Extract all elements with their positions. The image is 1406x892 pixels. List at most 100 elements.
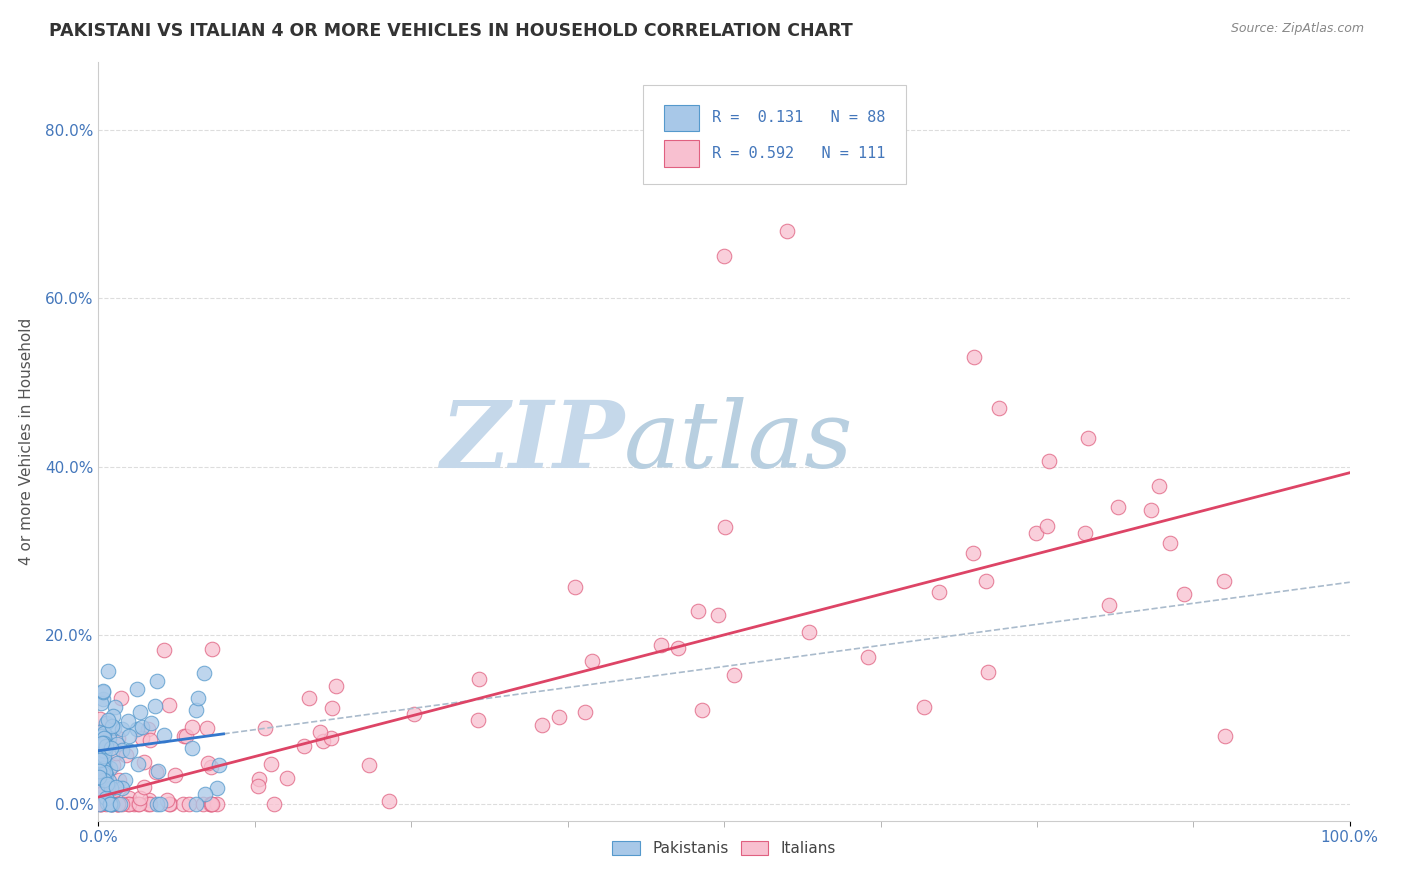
Point (90, 797, 112, 811)
Point (856, 650, 879, 665)
Point (87, 764, 110, 778)
Point (91, 692, 114, 706)
Point (176, 729, 198, 743)
Point (581, 654, 603, 668)
Point (100, 741, 122, 756)
Point (198, 797, 221, 811)
Point (104, 699, 127, 714)
Point (928, 585, 950, 599)
Point (101, 757, 124, 772)
Point (90, 787, 112, 801)
Point (321, 731, 343, 745)
Point (205, 780, 228, 795)
Point (548, 710, 571, 724)
Point (108, 797, 131, 811)
Point (136, 797, 159, 811)
Point (1213, 730, 1236, 744)
Point (311, 734, 333, 748)
Point (963, 351, 986, 365)
Point (127, 797, 149, 811)
Point (94, 734, 117, 748)
Point (97, 784, 120, 798)
Point (93, 770, 115, 784)
Point (118, 790, 141, 805)
Point (96, 715, 118, 730)
Point (131, 731, 153, 746)
Point (143, 698, 166, 713)
Point (101, 709, 124, 723)
Point (103, 785, 125, 799)
Point (1159, 536, 1181, 550)
Point (104, 746, 127, 760)
Point (89, 797, 111, 811)
Point (101, 797, 124, 811)
Point (148, 764, 170, 778)
Point (690, 703, 713, 717)
Point (90, 729, 112, 743)
Point (108, 772, 131, 787)
Point (89, 770, 111, 784)
Point (194, 787, 217, 801)
Point (107, 731, 129, 746)
Point (321, 700, 343, 714)
Point (91, 685, 114, 699)
Point (132, 756, 155, 770)
Point (90, 757, 112, 772)
Point (125, 722, 148, 736)
Point (200, 797, 222, 811)
Point (89, 736, 111, 750)
Point (105, 737, 128, 751)
Point (128, 705, 150, 719)
Point (530, 718, 553, 732)
Point (156, 793, 179, 807)
Point (139, 797, 162, 811)
Point (294, 739, 316, 753)
Point (776, 224, 799, 238)
Text: PAKISTANI VS ITALIAN 4 OR MORE VEHICLES IN HOUSEHOLD CORRELATION CHART: PAKISTANI VS ITALIAN 4 OR MORE VEHICLES … (49, 22, 853, 40)
Point (962, 546, 984, 560)
Point (157, 797, 180, 811)
Point (128, 790, 150, 805)
Point (90, 797, 112, 811)
Point (104, 780, 127, 794)
Point (200, 760, 222, 774)
Point (974, 574, 997, 589)
Point (98, 731, 121, 745)
Point (107, 797, 129, 811)
Point (93, 753, 115, 767)
Point (117, 714, 139, 729)
Point (111, 743, 134, 757)
Point (96, 776, 118, 790)
Point (87, 725, 110, 739)
Point (378, 794, 401, 808)
Point (799, 624, 821, 639)
Text: R =  0.131   N = 88: R = 0.131 N = 88 (711, 111, 884, 125)
Point (1077, 431, 1099, 445)
Point (132, 780, 155, 794)
Point (650, 638, 672, 652)
Point (181, 720, 204, 734)
Point (93, 764, 115, 779)
Point (1212, 574, 1234, 588)
Point (138, 793, 160, 807)
Y-axis label: 4 or more Vehicles in Household: 4 or more Vehicles in Household (18, 318, 34, 566)
Point (467, 673, 489, 687)
Point (977, 665, 1000, 680)
Point (157, 698, 180, 712)
Point (208, 758, 231, 772)
Point (193, 665, 215, 680)
Point (1147, 479, 1170, 493)
Point (1173, 587, 1195, 601)
Point (101, 797, 124, 811)
Point (93, 780, 115, 794)
Point (96, 767, 118, 781)
Point (93, 736, 115, 750)
Point (912, 700, 935, 714)
Point (197, 756, 219, 770)
Point (467, 713, 489, 727)
Point (114, 747, 136, 762)
Point (153, 728, 176, 742)
Point (191, 797, 214, 811)
Point (195, 721, 218, 735)
Point (187, 691, 209, 706)
